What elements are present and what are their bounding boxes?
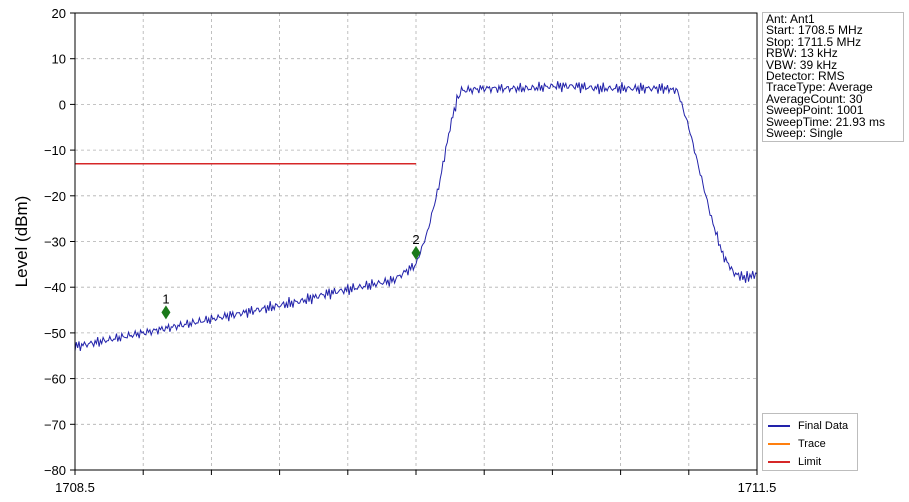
- y-axis-title: Level (dBm): [12, 196, 31, 288]
- info-line: Stop: 1711.5 MHz: [766, 34, 862, 49]
- legend-swatch: [768, 425, 790, 427]
- axis-ticks: −80 −70 −60 −50 −40 −30 −20 −10 0 10 20 1708.5 1711.…: [44, 6, 776, 495]
- info-line: AverageCount: 30: [766, 91, 863, 106]
- legend-swatch: [768, 461, 790, 463]
- y-tick-label: −80: [44, 463, 66, 478]
- legend-label: Limit: [798, 456, 822, 468]
- x-tick-label: 1711.5: [738, 480, 777, 495]
- info-line: Start: 1708.5 MHz: [766, 23, 863, 38]
- marker-label: 2: [412, 232, 419, 247]
- legend-item: Limit: [763, 453, 857, 471]
- y-tick-label: −70: [44, 417, 66, 432]
- info-line: RBW: 13 kHz: [766, 46, 838, 61]
- y-tick-label: −40: [44, 280, 66, 295]
- info-line: SweepTime: 21.93 ms: [766, 114, 885, 129]
- series-line-final-data: [74, 81, 758, 352]
- y-tick-label: −20: [44, 189, 66, 204]
- info-line: Sweep: Single: [766, 126, 843, 141]
- legend-label: Final Data: [798, 420, 849, 432]
- info-line: TraceType: Average: [766, 80, 873, 95]
- legend-item: Trace: [763, 435, 857, 453]
- grid: [75, 12, 757, 471]
- y-tick-label: 20: [52, 6, 66, 21]
- y-tick-label: 0: [59, 97, 66, 112]
- y-tick-label: −50: [44, 326, 66, 341]
- info-line: Ant: Ant1: [766, 12, 815, 26]
- y-tick-label: −60: [44, 372, 66, 387]
- marker-layer: 12: [161, 232, 421, 320]
- info-line: VBW: 39 kHz: [766, 57, 838, 72]
- info-line: Detector: RMS: [766, 69, 845, 84]
- marker-diamond: [161, 305, 171, 320]
- y-tick-label: −10: [44, 143, 66, 158]
- marker-diamond: [411, 245, 421, 260]
- measurement-info-box: Ant: Ant1 Start: 1708.5 MHz Stop: 1711.5 M…: [762, 12, 904, 143]
- info-line: SweepPoint: 1001: [766, 103, 864, 118]
- legend-swatch: [768, 443, 790, 445]
- marker-label: 1: [162, 291, 169, 306]
- y-tick-label: 10: [52, 52, 66, 67]
- legend-label: Trace: [798, 438, 826, 450]
- x-tick-label: 1708.5: [55, 480, 95, 495]
- legend-item: Final Data: [763, 417, 857, 435]
- y-tick-label: −30: [44, 235, 66, 250]
- series-layer: [74, 81, 758, 352]
- legend: Final Data Trace Limit: [762, 413, 858, 471]
